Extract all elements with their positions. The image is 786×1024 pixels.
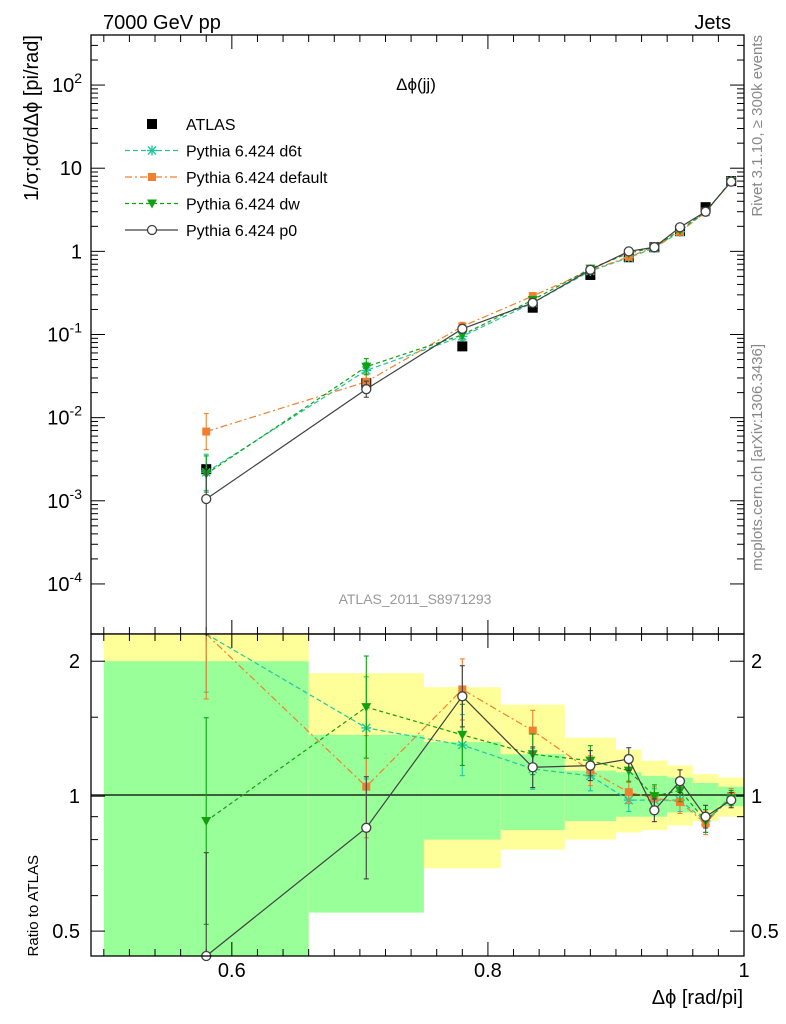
ratio-ytick-label-right: 1	[751, 786, 762, 808]
main-ytick-label: 10-1	[47, 320, 82, 347]
ratio-point-p0	[527, 762, 538, 773]
point-p0	[649, 242, 660, 253]
ratio-series-p0	[201, 665, 737, 962]
point-default	[202, 427, 211, 436]
legend-label-p0: Pythia 6.424 p0	[186, 223, 297, 240]
side-label-top: Rivet 3.1.10, ≥ 300k events	[749, 35, 766, 217]
ratio-point-dw	[201, 817, 212, 827]
legend-label-dw: Pythia 6.424 dw	[186, 197, 300, 214]
ratio-point-dw	[457, 730, 468, 740]
point-p0	[674, 222, 686, 233]
ratio-point-p0	[457, 691, 468, 702]
ratio-ytick-label-right: 2	[751, 651, 762, 673]
ratio-line-default	[205, 633, 732, 825]
ratio-point-p0	[674, 776, 686, 787]
ratio-point-dw	[361, 703, 372, 713]
analysis-id: ATLAS_2011_S8971293	[339, 591, 492, 607]
ratio-ytick-label: 1	[69, 786, 80, 808]
ratio-point-p0	[649, 805, 660, 816]
ratio-ylabel: Ratio to ATLAS	[25, 855, 42, 956]
ratio-xtick-label: 0.6	[218, 960, 246, 982]
line-d6t	[205, 180, 732, 473]
point-data	[457, 341, 468, 352]
ratio-point-dw	[649, 792, 660, 802]
legend-marker-p0	[146, 224, 158, 236]
main-ytick-label: 10-4	[47, 569, 82, 596]
ratio-point-dw	[623, 766, 634, 776]
ratio-point-p0	[623, 753, 634, 765]
legend-marker-d6t	[147, 145, 157, 156]
ratio-point-p0	[585, 760, 596, 771]
header-right: Jets	[694, 12, 731, 34]
ratio-xtick-label: 1	[738, 960, 749, 982]
ratio-point-p0	[700, 811, 711, 822]
ratio-frame	[90, 633, 745, 957]
main-ytick-label: 1	[71, 241, 82, 263]
point-p0	[201, 493, 212, 505]
ratio-point-p0	[361, 822, 372, 833]
point-p0	[361, 384, 372, 395]
side-label-bottom: mcplots.cern.ch [arXiv:1306.3436]	[749, 344, 766, 571]
legend-marker-data	[147, 119, 157, 129]
series-p0	[201, 176, 737, 635]
point-p0	[623, 246, 634, 257]
legend-label-d6t: Pythia 6.424 d6t	[186, 144, 302, 161]
legend: ATLAS Pythia 6.424 d6t Pythia 6.424 defaul…	[125, 117, 328, 240]
ratio-xtick-label: 0.8	[474, 960, 502, 982]
point-p0	[585, 264, 596, 275]
line-default	[206, 180, 732, 433]
legend-label-default: Pythia 6.424 default	[186, 170, 328, 187]
line-p0	[205, 181, 732, 500]
series-default	[202, 177, 736, 451]
point-p0	[726, 176, 737, 187]
main-ytick-label: 102	[52, 70, 82, 97]
ratio-point-p0	[726, 794, 737, 806]
legend-marker-dw	[147, 199, 157, 209]
ratio-panel: 2 21 10.5 0.50.6 0.8 1 Ratio to ATLAS Δϕ [rad…	[25, 633, 779, 1009]
legend-label-data: ATLAS	[186, 117, 236, 134]
ratio-ytick-label-right: 0.5	[751, 921, 779, 943]
main-ytick-label: 10-2	[47, 403, 82, 430]
ratio-point-default	[624, 788, 633, 797]
point-p0	[527, 297, 538, 309]
ratio-xlabel: Δϕ [rad/pi]	[652, 987, 743, 1009]
legend-marker-default	[148, 173, 156, 181]
point-p0	[457, 323, 468, 334]
ratio-line-dw	[205, 706, 732, 822]
header-left: 7000 GeV pp	[103, 12, 221, 34]
ratio-line-d6t	[205, 633, 732, 822]
ratio-ytick-label: 2	[69, 651, 80, 673]
ratio-ytick-label: 0.5	[52, 921, 80, 943]
series-data	[201, 176, 737, 475]
main-ytick-label: 10	[60, 158, 82, 180]
point-dw	[361, 362, 372, 372]
main-title: Δϕ(jj)	[396, 75, 436, 94]
main-ytick-label: 10-3	[47, 486, 82, 513]
main-ylabel: 1/σ;dσ/dΔϕ [pi/rad]	[21, 35, 43, 201]
ratio-line-p0	[205, 695, 732, 957]
ratio-point-default	[528, 726, 537, 735]
main-panel: Δϕ(jj) ATLAS_2011_S8971293 1/σ;dσ/dΔϕ [p…	[21, 34, 745, 635]
point-p0	[700, 206, 711, 217]
